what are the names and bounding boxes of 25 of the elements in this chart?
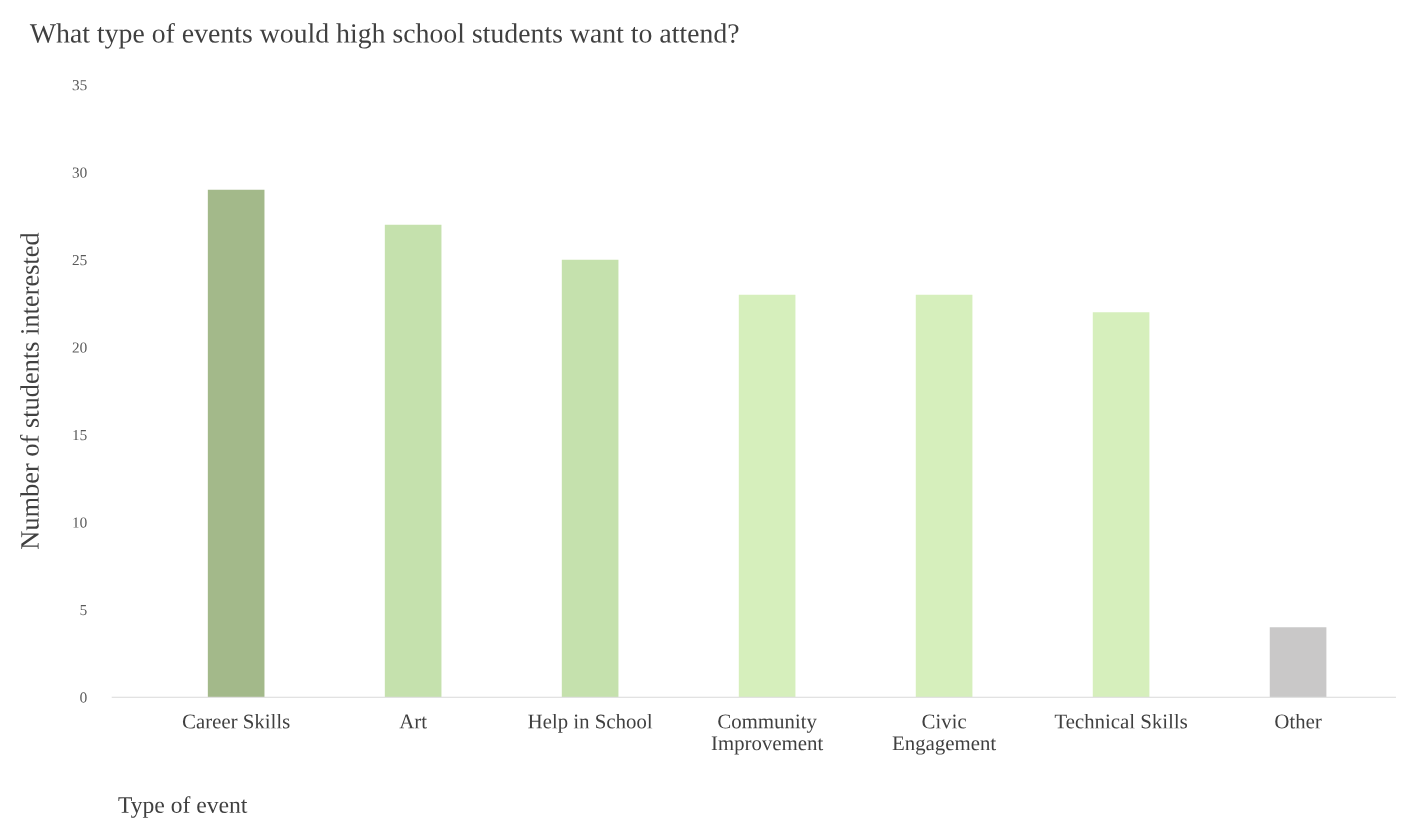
x-tick-label: Civic Engagement [892, 714, 997, 755]
y-axis-title: Number of students interested [20, 232, 39, 549]
bar [384, 224, 442, 698]
y-tick-label: 5 [80, 605, 87, 616]
x-axis-title: Type of event [118, 796, 248, 818]
chart-title: What type of events would high school students want to attend? [29, 23, 739, 49]
y-tick-label: 0 [80, 692, 87, 703]
x-tick-label: Art [399, 714, 427, 729]
y-tick-label: 20 [72, 342, 87, 353]
bar [1269, 627, 1327, 698]
x-tick-label: Community Improvement [711, 714, 824, 755]
x-tick-label: Other [1275, 713, 1322, 729]
y-tick-label: 25 [72, 255, 87, 266]
y-tick-label: 10 [73, 517, 87, 528]
x-tick-label: Career Skills [182, 713, 290, 729]
x-tick-label: Technical Skills [1054, 713, 1188, 729]
y-tick-label: 30 [72, 167, 87, 178]
x-tick-label: Help in School [528, 713, 653, 733]
bar [207, 189, 265, 698]
y-tick-label: 35 [72, 80, 87, 91]
bar [1092, 312, 1150, 698]
bar [915, 294, 973, 698]
bar [561, 259, 619, 698]
y-tick-label: 15 [73, 429, 87, 441]
bar [738, 294, 796, 698]
